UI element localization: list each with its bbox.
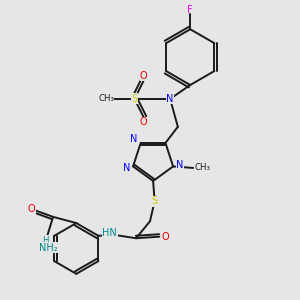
Text: O: O — [140, 71, 148, 81]
Text: O: O — [28, 204, 35, 214]
Text: CH₃: CH₃ — [194, 164, 211, 172]
Text: S: S — [131, 94, 138, 104]
Text: O: O — [140, 117, 148, 127]
Text: N: N — [167, 94, 174, 104]
Text: N: N — [130, 134, 138, 143]
Text: N: N — [176, 160, 184, 170]
Text: N: N — [123, 163, 130, 173]
Text: F: F — [188, 5, 193, 15]
Text: O: O — [161, 232, 169, 242]
Text: H: H — [42, 236, 49, 244]
Text: HN: HN — [102, 228, 117, 238]
Text: NH₂: NH₂ — [39, 243, 58, 253]
Text: S: S — [152, 196, 158, 206]
Text: CH₃: CH₃ — [98, 94, 114, 103]
